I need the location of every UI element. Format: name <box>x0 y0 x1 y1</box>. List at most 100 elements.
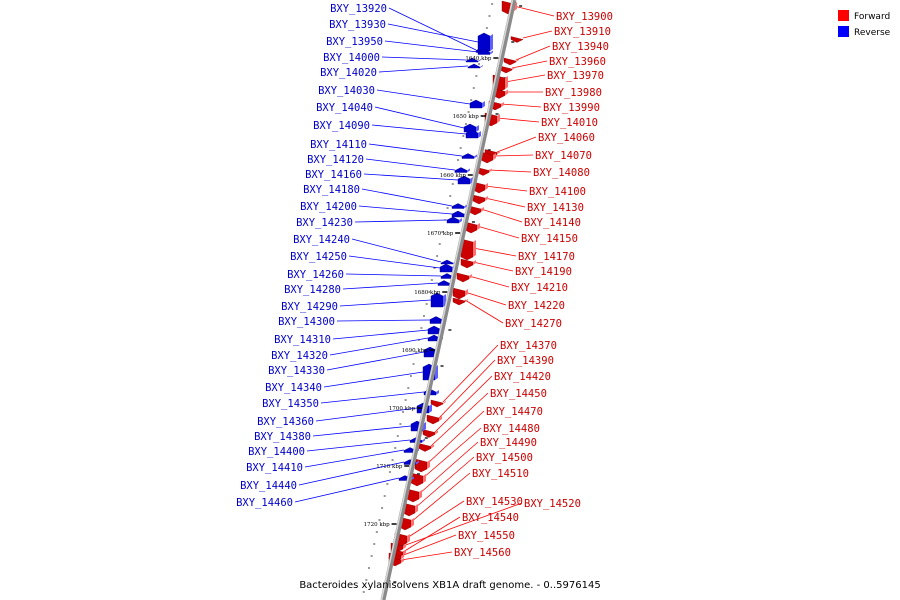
forward-gene-feature[interactable] <box>452 287 466 300</box>
reverse-gene-label[interactable]: BXY_14110 <box>310 139 367 151</box>
forward-gene-feature[interactable] <box>430 399 444 408</box>
reverse-gene-label[interactable]: BXY_14310 <box>274 334 331 346</box>
reverse-gene-label[interactable]: BXY_14300 <box>278 316 335 328</box>
reverse-gene-feature[interactable] <box>451 203 465 209</box>
forward-gene-feature[interactable] <box>452 297 466 306</box>
reverse-gene-label[interactable]: BXY_14250 <box>290 251 347 263</box>
forward-leader-line <box>472 261 514 272</box>
forward-gene-label[interactable]: BXY_14130 <box>527 202 584 214</box>
gene-feature-side <box>401 554 404 559</box>
forward-gene-feature[interactable] <box>414 458 428 473</box>
forward-gene-label[interactable]: BXY_14060 <box>538 132 595 144</box>
forward-gene-label[interactable]: BXY_14480 <box>483 423 540 435</box>
forward-gene-label[interactable]: BXY_14270 <box>505 318 562 330</box>
gene-feature-side <box>478 59 481 62</box>
reverse-gene-label[interactable]: BXY_14400 <box>248 446 305 458</box>
reverse-gene-label[interactable]: BXY_13930 <box>329 19 386 31</box>
forward-gene-label[interactable]: BXY_14070 <box>535 150 592 162</box>
forward-gene-label[interactable]: BXY_14150 <box>521 233 578 245</box>
reverse-gene-label[interactable]: BXY_14340 <box>265 382 322 394</box>
reverse-gene-label[interactable]: BXY_14260 <box>287 269 344 281</box>
forward-gene-label[interactable]: BXY_14560 <box>454 547 511 559</box>
forward-gene-label[interactable]: BXY_14450 <box>490 388 547 400</box>
forward-gene-label[interactable]: BXY_14510 <box>472 468 529 480</box>
forward-gene-label[interactable]: BXY_14170 <box>518 251 575 263</box>
forward-gene-label[interactable]: BXY_14010 <box>541 117 598 129</box>
reverse-gene-label[interactable]: BXY_14330 <box>268 365 325 377</box>
forward-gene-label[interactable]: BXY_14550 <box>458 530 515 542</box>
forward-gene-feature[interactable] <box>422 429 436 438</box>
forward-gene-label[interactable]: BXY_14140 <box>524 217 581 229</box>
forward-gene-label[interactable]: BXY_14470 <box>486 406 543 418</box>
forward-gene-label[interactable]: BXY_13940 <box>552 41 609 53</box>
forward-gene-feature[interactable] <box>510 36 524 43</box>
gene-feature-side <box>465 289 468 296</box>
forward-gene-label[interactable]: BXY_13970 <box>547 70 604 82</box>
reverse-gene-label[interactable]: BXY_14120 <box>307 154 364 166</box>
reverse-gene-label[interactable]: BXY_14200 <box>300 201 357 213</box>
forward-gene-label[interactable]: BXY_13910 <box>554 26 611 38</box>
forward-leader-line <box>480 208 523 223</box>
forward-gene-feature[interactable] <box>456 272 470 283</box>
reverse-gene-label[interactable]: BXY_14350 <box>262 398 319 410</box>
gene-feature-side <box>427 460 430 469</box>
reverse-gene-label[interactable]: BXY_14000 <box>323 52 380 64</box>
reverse-gene-feature[interactable] <box>461 153 475 159</box>
forward-gene-feature[interactable] <box>426 414 440 425</box>
reverse-gene-label[interactable]: BXY_14090 <box>313 120 370 132</box>
reverse-gene-feature[interactable] <box>427 325 441 335</box>
reverse-gene-feature[interactable] <box>440 259 454 265</box>
reverse-gene-feature[interactable] <box>467 63 481 69</box>
forward-gene-label[interactable]: BXY_14080 <box>533 167 590 179</box>
reverse-gene-label[interactable]: BXY_14230 <box>296 217 353 229</box>
reverse-gene-feature[interactable] <box>437 280 451 286</box>
gene-feature-side <box>490 34 493 51</box>
forward-gene-feature[interactable] <box>503 57 517 66</box>
forward-gene-label[interactable]: BXY_14530 <box>466 496 523 508</box>
reverse-gene-label[interactable]: BXY_14040 <box>316 102 373 114</box>
forward-gene-label[interactable]: BXY_14500 <box>476 452 533 464</box>
reverse-gene-label[interactable]: BXY_14280 <box>284 284 341 296</box>
reverse-gene-feature[interactable] <box>446 216 460 224</box>
reverse-gene-label[interactable]: BXY_14240 <box>293 234 350 246</box>
forward-gene-feature[interactable] <box>418 443 432 452</box>
forward-gene-label[interactable]: BXY_14420 <box>494 371 551 383</box>
reverse-gene-label[interactable]: BXY_14180 <box>303 184 360 196</box>
reverse-gene-feature[interactable] <box>451 210 465 218</box>
reverse-gene-label[interactable]: BXY_14460 <box>236 497 293 509</box>
forward-gene-feature[interactable] <box>472 194 486 205</box>
scale-labels: 1640 kbp 1650 kbp 1660 kbp 1670 kbp 1680 kbp… <box>364 56 499 528</box>
forward-gene-label[interactable]: BXY_14210 <box>511 282 568 294</box>
forward-gene-label[interactable]: BXY_14100 <box>529 186 586 198</box>
reverse-gene-label[interactable]: BXY_14290 <box>281 301 338 313</box>
forward-gene-label[interactable]: BXY_13960 <box>549 56 606 68</box>
reverse-gene-label[interactable]: BXY_14380 <box>254 431 311 443</box>
reverse-gene-label[interactable]: BXY_13950 <box>326 36 383 48</box>
reverse-gene-label[interactable]: BXY_14320 <box>271 350 328 362</box>
gene-feature-side <box>516 59 519 62</box>
forward-gene-label[interactable]: BXY_13980 <box>545 87 602 99</box>
reverse-gene-label[interactable]: BXY_14360 <box>257 416 314 428</box>
reverse-gene-label[interactable]: BXY_14020 <box>320 67 377 79</box>
reverse-gene-feature[interactable] <box>469 99 483 109</box>
forward-gene-label[interactable]: BXY_13990 <box>543 102 600 114</box>
reverse-gene-label[interactable]: BXY_14440 <box>240 480 297 492</box>
reverse-gene-feature[interactable] <box>439 263 453 273</box>
reverse-gene-feature[interactable] <box>429 316 443 324</box>
reverse-gene-label[interactable]: BXY_14030 <box>318 85 375 97</box>
reverse-gene-feature[interactable] <box>477 32 491 52</box>
forward-gene-label[interactable]: BXY_14370 <box>500 340 557 352</box>
forward-gene-label[interactable]: BXY_14190 <box>515 266 572 278</box>
forward-gene-label[interactable]: BXY_13900 <box>556 11 613 23</box>
forward-gene-label[interactable]: BXY_14520 <box>524 498 581 510</box>
reverse-gene-feature[interactable] <box>454 167 468 173</box>
reverse-gene-label[interactable]: BXY_14410 <box>246 462 303 474</box>
forward-gene-label[interactable]: BXY_14390 <box>497 355 554 367</box>
forward-gene-feature[interactable] <box>460 258 474 269</box>
forward-gene-label[interactable]: BXY_14220 <box>508 300 565 312</box>
forward-gene-label[interactable]: BXY_14540 <box>462 512 519 524</box>
reverse-gene-label[interactable]: BXY_13920 <box>330 3 387 15</box>
reverse-gene-label[interactable]: BXY_14160 <box>305 169 362 181</box>
forward-gene-label[interactable]: BXY_14490 <box>480 437 537 449</box>
